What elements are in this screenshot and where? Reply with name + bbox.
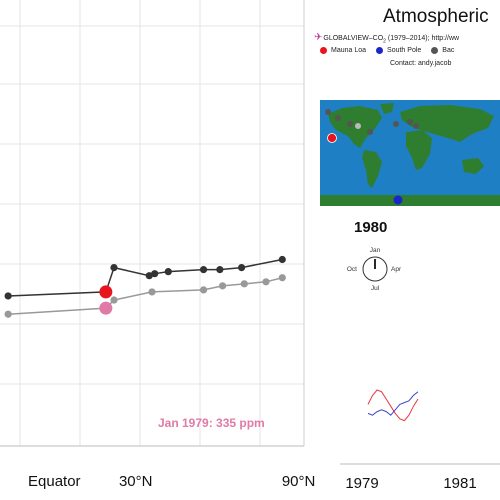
data-point xyxy=(148,288,156,296)
map-land-antarctica xyxy=(320,195,500,206)
map-station-marker xyxy=(393,121,399,127)
seasonal-cycle-chart: 1979 1981 xyxy=(340,389,500,492)
map-land-greenland xyxy=(380,103,394,114)
highlight-point-annual xyxy=(99,301,113,315)
latitude-co2-chart: Equator 30°N 90°N Jan 1979: 335 ppm xyxy=(0,0,316,490)
map-station-marker xyxy=(325,109,331,115)
map-land-north-america xyxy=(328,106,382,148)
map-land-south-america xyxy=(362,150,382,188)
legend-label: Mauna Loa xyxy=(331,47,367,54)
data-point xyxy=(110,264,118,272)
seasonal-cycle-line xyxy=(367,391,419,416)
cycle-x-tick-label: 1979 xyxy=(345,475,378,492)
x-tick-label: 90°N xyxy=(282,473,316,490)
series-line xyxy=(8,258,283,297)
map-station-marker xyxy=(413,123,419,129)
map-land-africa xyxy=(406,130,432,170)
data-point xyxy=(278,255,286,264)
data-point xyxy=(216,266,224,274)
map-station-marker xyxy=(367,129,373,135)
clock-label-bottom: Jul xyxy=(371,285,380,292)
data-point xyxy=(240,280,248,288)
data-point xyxy=(237,264,246,272)
clock-label-right: Apr xyxy=(391,266,402,273)
data-point xyxy=(4,292,12,300)
legend-marker-icon xyxy=(431,47,439,54)
data-point xyxy=(4,310,12,318)
map-south-pole-marker xyxy=(393,195,403,205)
source-suffix: (1979–2014); http://ww xyxy=(385,35,460,42)
data-point xyxy=(199,266,208,274)
legend-item-mauna-loa: Mauna Loa xyxy=(320,47,366,54)
map-station-marker xyxy=(355,123,361,129)
legend-marker-icon xyxy=(376,47,384,54)
highlight-point-mauna-loa xyxy=(99,285,113,299)
annotation-label: Jan 1979: 335 ppm xyxy=(158,416,265,430)
map-station-marker xyxy=(347,121,353,127)
x-tick-label: 30°N xyxy=(119,473,153,490)
map-land-eurasia xyxy=(400,105,494,142)
legend-label: South Pole xyxy=(387,47,422,54)
station-world-map xyxy=(320,100,500,206)
current-year: 1980 xyxy=(354,219,388,236)
data-point xyxy=(145,272,153,280)
map-land-australia xyxy=(462,158,484,174)
legend-item-south-pole: South Pole xyxy=(376,47,421,54)
source-subscript: 2 xyxy=(383,38,386,45)
clock-label-left: Oct xyxy=(347,266,357,273)
contact-info: Contact: andy.jacob xyxy=(390,60,452,67)
source-prefix: GLOBALVIEW–CO xyxy=(323,35,384,42)
data-point xyxy=(151,270,159,278)
data-point xyxy=(218,282,227,290)
month-clock: Jan Oct Apr Jul xyxy=(347,247,402,292)
legend-label: Bac xyxy=(442,47,455,54)
data-source-credit: ✈GLOBALVIEW–CO2 (1979–2014); http://ww xyxy=(314,32,459,44)
x-tick-label: Equator xyxy=(28,473,81,490)
station-legend: Mauna Loa South Pole Bac xyxy=(320,47,464,54)
data-point xyxy=(262,278,270,286)
data-point xyxy=(199,286,208,294)
cycle-x-tick-label: 1981 xyxy=(443,475,476,492)
clock-label-top: Jan xyxy=(370,247,381,254)
page-title: Atmospheric xyxy=(383,6,489,27)
data-point xyxy=(278,274,286,282)
map-station-marker xyxy=(407,119,413,125)
legend-item-background-sites: Bac xyxy=(431,47,454,54)
data-point xyxy=(110,296,118,304)
globalview-logo-icon: ✈ xyxy=(314,32,323,43)
data-point xyxy=(164,268,172,276)
map-station-marker xyxy=(335,115,341,121)
seasonal-cycle-line xyxy=(367,389,419,422)
legend-marker-icon xyxy=(320,47,327,54)
map-mauna-loa-marker xyxy=(327,133,337,143)
